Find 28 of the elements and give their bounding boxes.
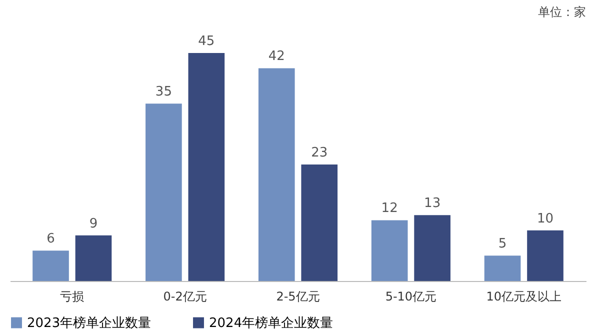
legend-label: 2023年榜单企业数量 <box>27 316 152 331</box>
bar <box>146 104 182 281</box>
data-label: 45 <box>198 34 215 49</box>
data-label: 5 <box>498 236 507 252</box>
data-label: 42 <box>268 49 285 64</box>
bar <box>527 230 564 281</box>
data-label: 23 <box>311 145 328 160</box>
x-tick-label: 0-2亿元 <box>163 290 207 304</box>
x-tick-label: 2-5亿元 <box>276 290 320 304</box>
data-label: 35 <box>155 84 172 100</box>
bar <box>484 256 521 281</box>
bar <box>75 235 112 281</box>
bar <box>301 164 338 281</box>
data-label: 13 <box>424 196 441 212</box>
x-tick-label: 亏损 <box>60 290 84 304</box>
x-tick-label: 5-10亿元 <box>385 290 437 304</box>
bar <box>188 53 225 281</box>
x-tick-label: 10亿元及以上 <box>486 290 562 304</box>
bar <box>258 68 295 281</box>
data-label: 9 <box>89 216 98 232</box>
data-label: 6 <box>46 232 55 247</box>
bar <box>371 220 408 281</box>
legend-label: 2024年榜单企业数量 <box>209 316 334 331</box>
bar <box>32 250 69 281</box>
data-label: 12 <box>381 201 398 216</box>
bar <box>414 215 450 281</box>
text: 单位：家 <box>538 5 586 19</box>
data-label: 10 <box>536 211 554 226</box>
